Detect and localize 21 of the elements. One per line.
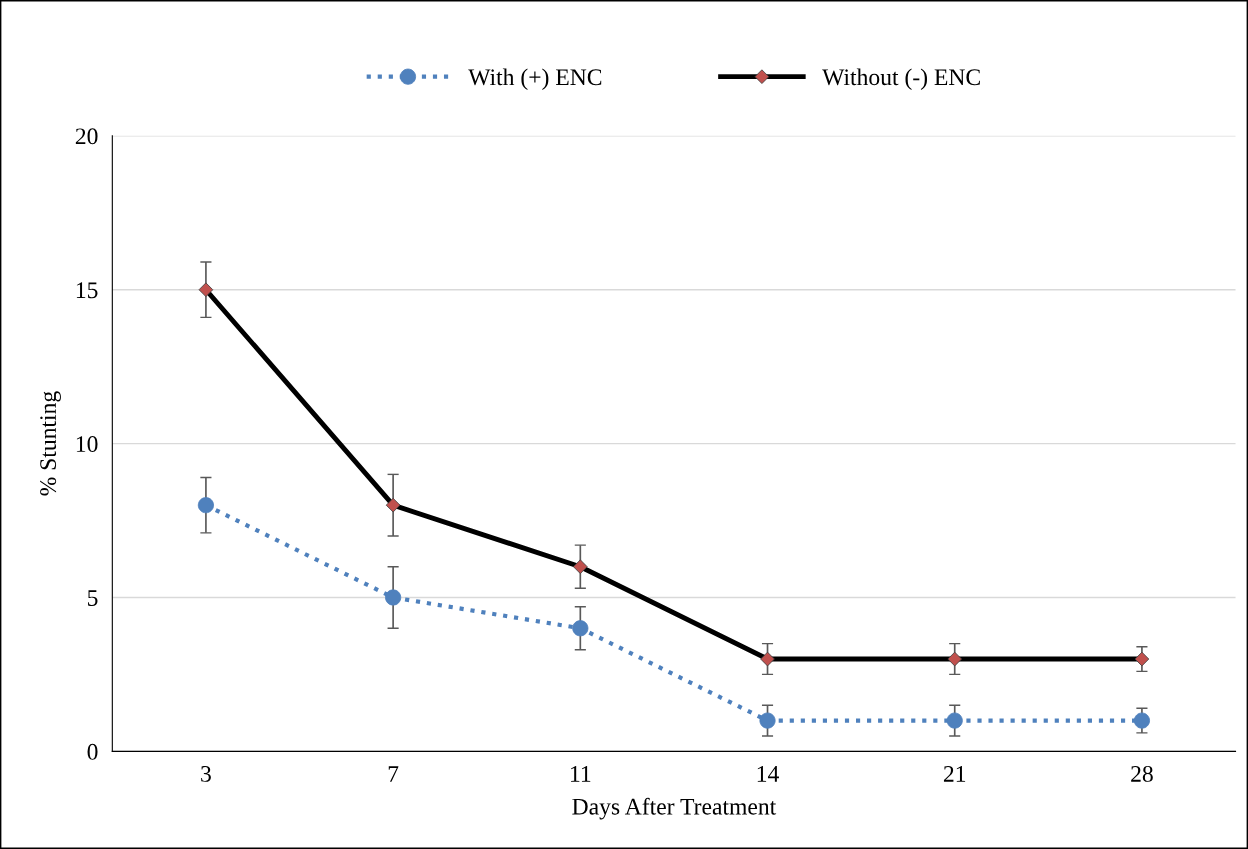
x-tick-label: 11 [571, 766, 591, 782]
point [1134, 651, 1150, 667]
point [385, 497, 401, 513]
y-axis-title: % Stunting [40, 391, 61, 496]
x-tick-label: 21 [943, 766, 966, 782]
point [198, 282, 214, 298]
y-tick-label: 0 [87, 743, 98, 760]
y-tick-label: 5 [88, 590, 98, 606]
legend-label: With (+) ENC [468, 68, 602, 90]
point [573, 559, 588, 574]
legend-label: Without (-) ENC [822, 68, 980, 90]
y-tick-label: 20 [75, 128, 98, 145]
x-tick-label: 3 [201, 766, 211, 782]
y-tick-label: 10 [76, 436, 98, 453]
y-tick-label: 15 [76, 282, 98, 299]
point [947, 651, 963, 667]
x-tick-label: 14 [757, 766, 779, 782]
x-tick-label: 7 [388, 766, 399, 782]
point [760, 651, 775, 667]
x-axis-title: Days After Treatment [572, 797, 777, 820]
x-tick-label: 28 [1131, 765, 1153, 782]
